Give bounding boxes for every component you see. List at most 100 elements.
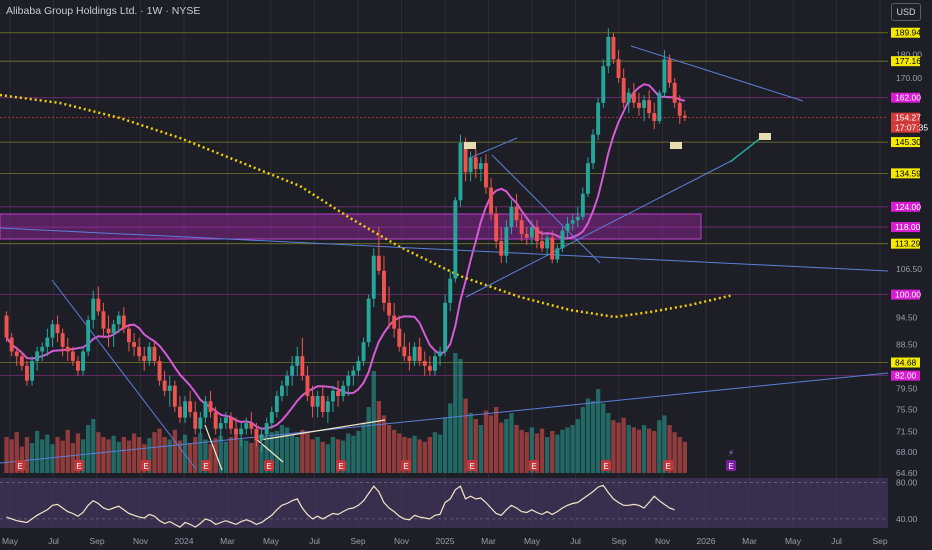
volume-bar xyxy=(346,433,351,473)
price-tick: 180.00 xyxy=(896,50,922,60)
volume-bar xyxy=(672,432,677,473)
candle xyxy=(30,356,34,386)
candle-body xyxy=(86,319,91,352)
candle-body xyxy=(25,365,29,381)
candle xyxy=(504,220,509,264)
price-label-text: 124.00 xyxy=(895,202,921,212)
candle xyxy=(290,356,295,386)
volume-bar xyxy=(381,415,387,473)
price-label-bg xyxy=(891,27,920,38)
candle xyxy=(580,187,585,221)
price-tick: 88.50 xyxy=(896,339,918,349)
earnings-marker-bg xyxy=(401,460,411,471)
volume-bar xyxy=(182,434,188,473)
candle xyxy=(402,333,407,361)
volume-bar xyxy=(504,419,509,473)
candle xyxy=(478,157,483,182)
candle xyxy=(382,255,386,312)
price-label-bg xyxy=(891,370,920,381)
candle xyxy=(269,406,274,429)
candle-body xyxy=(96,298,101,312)
candle-body xyxy=(463,142,468,173)
candle-body xyxy=(637,102,641,108)
candle xyxy=(443,294,448,357)
candle-body xyxy=(443,302,448,352)
earnings-marker: E xyxy=(264,460,274,471)
candle xyxy=(560,227,565,253)
candle xyxy=(642,95,646,122)
candle-body xyxy=(198,417,203,429)
price-label-text: 84.68 xyxy=(895,358,917,368)
time-tick: Nov xyxy=(394,536,410,546)
volume-bar xyxy=(45,434,50,473)
volume-bar xyxy=(483,410,489,473)
earnings-marker-bg xyxy=(141,460,151,471)
candle xyxy=(320,385,325,418)
earnings-marker-label: E xyxy=(76,462,81,471)
candle-body xyxy=(575,216,580,221)
candle xyxy=(570,213,575,231)
currency-button[interactable]: USD xyxy=(891,3,921,21)
candle-body xyxy=(4,315,9,338)
volume-bar xyxy=(468,413,473,473)
candle-body xyxy=(127,328,131,343)
volume-bar xyxy=(177,440,183,473)
candle-body xyxy=(504,227,509,256)
flash-icon: ⚡ xyxy=(728,449,734,459)
candle-body xyxy=(111,324,116,334)
price-label-bg xyxy=(891,112,920,123)
candle-body xyxy=(239,428,244,435)
candle xyxy=(213,406,218,435)
candle xyxy=(76,356,80,376)
volume-bar xyxy=(565,427,570,473)
candle xyxy=(188,390,193,418)
volume-bar xyxy=(244,440,249,473)
candle-body xyxy=(407,356,412,361)
candle xyxy=(586,157,590,198)
volume-bar xyxy=(249,443,254,473)
candle xyxy=(280,380,284,402)
trendlines xyxy=(0,45,889,471)
candle-body xyxy=(448,278,453,303)
volume-bar xyxy=(19,446,24,473)
price-label-bg xyxy=(891,56,920,67)
volume-bar xyxy=(188,443,193,473)
volume-bar xyxy=(254,438,259,473)
candle-body xyxy=(229,417,233,429)
volume-bar xyxy=(682,441,687,473)
candle xyxy=(509,200,514,235)
volume-bar xyxy=(432,432,438,473)
earnings-marker-label: E xyxy=(728,462,733,471)
candle xyxy=(336,380,340,407)
volume-bar xyxy=(585,398,591,473)
candle-body xyxy=(106,328,111,334)
price-label: 154.27 xyxy=(891,112,921,123)
price-tick: 170.00 xyxy=(896,73,922,83)
candle xyxy=(575,206,580,228)
volume-bar xyxy=(320,441,325,473)
candle-body xyxy=(280,385,284,397)
volume-bar xyxy=(555,434,560,473)
volume-bar xyxy=(422,441,427,473)
candle-body xyxy=(285,375,289,386)
candle-body xyxy=(167,385,172,391)
candle xyxy=(132,333,136,357)
earnings-marker: E xyxy=(15,460,25,471)
volume-bar xyxy=(560,429,565,473)
candle-body xyxy=(642,100,646,108)
candle xyxy=(346,370,351,397)
candle xyxy=(106,315,111,347)
flag-icon xyxy=(759,133,771,140)
volume-bar xyxy=(488,415,494,473)
candle-body xyxy=(366,298,371,343)
candle-body xyxy=(509,206,514,228)
price-label-text: 134.59 xyxy=(895,168,921,178)
candle-body xyxy=(45,337,50,347)
volume-bar xyxy=(443,417,448,473)
volume-bar xyxy=(402,437,407,473)
candle xyxy=(70,346,75,366)
volume-bar xyxy=(40,439,45,473)
candle-body xyxy=(616,59,621,79)
earnings-marker-label: E xyxy=(266,462,271,471)
